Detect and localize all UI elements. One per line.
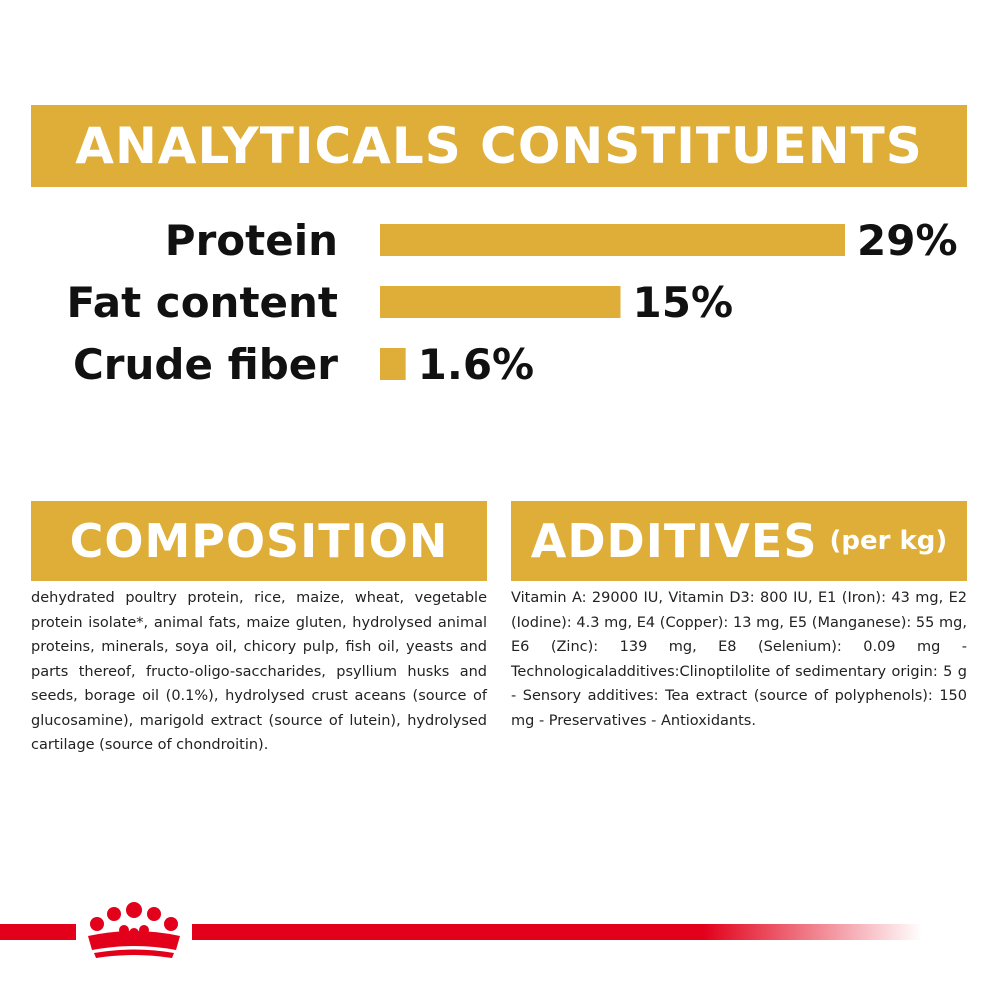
category-label: Fat content bbox=[67, 278, 338, 327]
additives-subtitle: (per kg) bbox=[829, 526, 948, 556]
analyticals-title: ANALYTICALS CONSTITUENTS bbox=[75, 117, 923, 175]
value-label: 1.6% bbox=[418, 340, 534, 389]
bar bbox=[380, 348, 406, 380]
category-label: Crude fiber bbox=[73, 340, 338, 389]
bar bbox=[380, 224, 845, 256]
analyticals-banner: ANALYTICALS CONSTITUENTS bbox=[31, 105, 967, 187]
additives-title: ADDITIVES bbox=[530, 514, 818, 568]
footer-line-right bbox=[192, 924, 922, 940]
composition-text: dehydrated poultry protein, rice, maize,… bbox=[31, 590, 487, 753]
additives-banner: ADDITIVES (per kg) bbox=[511, 501, 967, 581]
constituents-bar-chart: Protein 29% Fat content 15% Crude fiber 1.6% bbox=[67, 216, 958, 389]
footer-line-left bbox=[0, 924, 76, 940]
composition-banner: COMPOSITION bbox=[31, 501, 487, 581]
value-label: 29% bbox=[857, 216, 958, 265]
crown-icon bbox=[88, 902, 180, 958]
composition-title: COMPOSITION bbox=[69, 514, 449, 568]
value-label: 15% bbox=[633, 278, 734, 327]
additives-text: Vitamin A: 29000 IU, Vitamin D3: 800 IU,… bbox=[511, 590, 967, 729]
category-label: Protein bbox=[165, 216, 338, 265]
bar bbox=[380, 286, 621, 318]
